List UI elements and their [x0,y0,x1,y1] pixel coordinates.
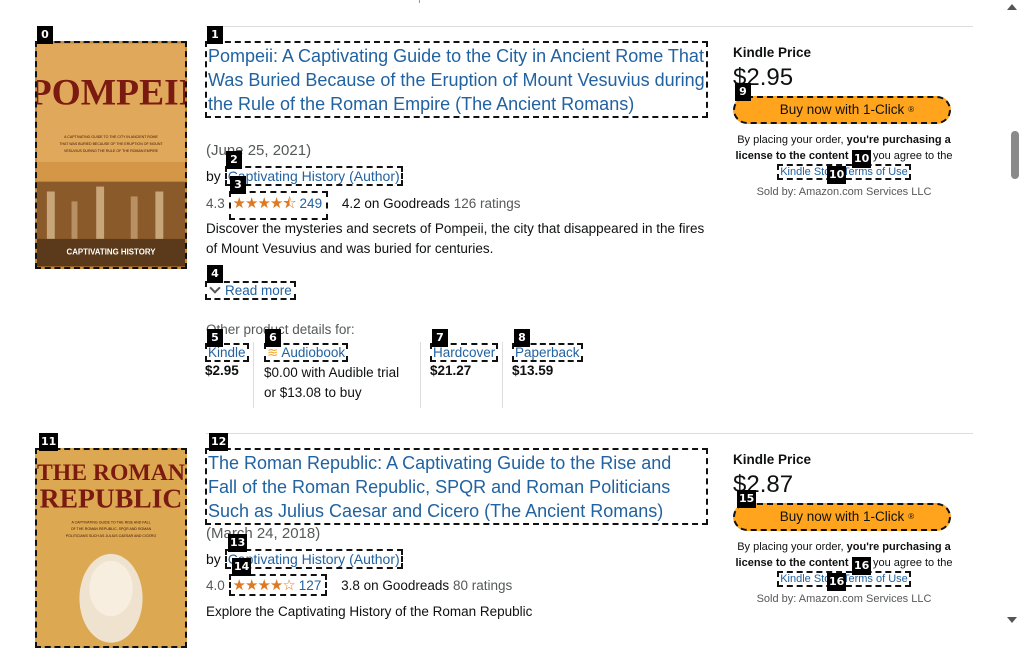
by-label: by [206,551,221,567]
format-paperback-price: $13.59 [512,363,554,378]
buy-now-1-click-button[interactable]: Buy now with 1-Click ® [733,503,951,531]
element-badge: 9 [735,83,751,101]
format-audiobook: ≋ Audiobook $0.00 with Audible trial or … [264,343,400,403]
rating-row: 4.0 ★★★★☆ 127 3.8 on Goodreads 80 ratings [206,574,512,596]
cover-title: POMPEII [37,73,185,114]
scrollbar-thumb[interactable] [1011,131,1019,179]
element-badge: 10 [852,150,872,168]
read-more-label: Read more [225,283,292,298]
svg-text:POLITICIANS SUCH AS JULIUS CAE: POLITICIANS SUCH AS JULIUS CAESAR AND CI… [66,534,157,538]
audible-icon: ≋ [267,345,279,360]
book-cover-pompeii[interactable]: POMPEII A CAPTIVATING GUIDE TO THE CITY … [35,41,187,269]
format-kindle-price: $2.95 [205,363,239,378]
scroll-down-arrow-icon[interactable] [1007,617,1017,623]
star-rating-link[interactable]: ★★★★⯪ 249 [228,191,329,220]
element-badge: 16 [827,573,847,591]
element-badge: 15 [737,490,757,508]
format-audiobook-alt-price: or $13.08 to buy [264,385,362,400]
svg-text:VESUVIUS DURING THE RULE OF TH: VESUVIUS DURING THE RULE OF THE ROMAN EM… [64,149,159,153]
format-hardcover: Hardcover $21.27 [430,343,499,378]
format-paperback-link[interactable]: Paperback [512,343,583,362]
svg-text:A CAPTIVATING GUIDE TO THE CIT: A CAPTIVATING GUIDE TO THE CITY IN ANCIE… [64,135,158,139]
book-cover-art: POMPEII A CAPTIVATING GUIDE TO THE CITY … [37,43,185,267]
element-badge: 8 [514,329,530,347]
top-divider [206,0,973,27]
element-badge: 10 [827,166,847,184]
svg-text:THAT WAS BURIED BECAUSE OF THE: THAT WAS BURIED BECAUSE OF THE ERUPTION … [59,142,163,146]
element-badge: 7 [432,329,448,347]
kindle-price: $2.95 [733,64,794,91]
search-result-roman-republic: THE ROMAN REPUBLIC A CAPTIVATING GUIDE T… [0,433,1000,648]
publication-date: (March 24, 2018) [206,525,321,542]
rating-row: 4.3 ★★★★⯪ 249 4.2 on Goodreads 126 rating… [206,191,521,220]
scroll-up-arrow-icon[interactable] [1007,4,1017,10]
byline: by Captivating History (Author) [206,166,403,186]
product-description: Explore the Captivating History of the R… [206,604,533,619]
product-title-link[interactable]: Pompeii: A Captivating Guide to the City… [205,41,708,118]
element-badge: 16 [852,557,872,575]
author-link[interactable]: Captivating History (Author) [224,549,403,569]
sold-by: Sold by: Amazon.com Services LLC [756,186,932,198]
rating-count: 127 [298,578,322,593]
search-result-pompeii: POMPEII A CAPTIVATING GUIDE TO THE CITY … [0,26,1000,426]
read-more-button[interactable]: Read more [205,281,296,300]
cover-title-line-2: REPUBLIC [40,483,183,514]
stars-icon: ★★★★⯪ [232,195,297,212]
format-audiobook-link[interactable]: ≋ Audiobook [264,343,349,362]
chevron-down-icon [209,282,221,294]
format-paperback: Paperback $13.59 [512,343,583,378]
format-kindle-link[interactable]: Kindle [205,343,249,362]
author-link[interactable]: Captivating History (Author) [224,166,403,186]
goodreads-rating: 3.8 on Goodreads 80 ratings [341,578,513,593]
svg-text:A CAPTIVATING GUIDE TO THE RIS: A CAPTIVATING GUIDE TO THE RISE AND FALL [71,520,150,524]
rating-value: 4.3 [206,196,225,211]
stars-icon: ★★★★☆ [232,577,296,594]
element-badge: 11 [39,433,59,451]
kindle-price: $2.87 [733,471,794,498]
element-badge: 0 [37,26,53,44]
element-badge: 14 [232,558,252,576]
star-rating-link[interactable]: ★★★★☆ 127 [228,574,328,596]
by-label: by [206,168,221,184]
format-hardcover-price: $21.27 [430,363,472,378]
format-audiobook-price: $0.00 with Audible trial [264,365,400,380]
purchase-box: Kindle Price $2.95 Buy now with 1-Click ®… [733,45,955,198]
kindle-price-label: Kindle Price [733,45,812,60]
result-divider [206,433,973,434]
purchase-box: Kindle Price $2.87 Buy now with 1-Click ®… [733,452,955,605]
kindle-price-label: Kindle Price [733,452,812,467]
element-badge: 1 [207,26,223,44]
order-legal-text: By placing your order, you're purchasing… [735,134,953,180]
product-title-link[interactable]: The Roman Republic: A Captivating Guide … [205,448,708,525]
element-badge: 2 [226,151,242,169]
publication-date: (June 25, 2021) [206,142,312,159]
sold-by: Sold by: Amazon.com Services LLC [756,593,932,605]
element-badge: 6 [265,329,281,347]
element-badge: 4 [207,265,223,283]
rating-value: 4.0 [206,578,225,593]
format-separator [253,342,254,408]
format-kindle: Kindle $2.95 [205,343,249,378]
element-badge: 3 [230,176,246,194]
rating-count: 249 [299,196,323,211]
book-cover-roman-republic[interactable]: THE ROMAN REPUBLIC A CAPTIVATING GUIDE T… [35,448,187,648]
buy-now-1-click-button[interactable]: Buy now with 1-Click ® [733,96,951,124]
book-cover-art: THE ROMAN REPUBLIC A CAPTIVATING GUIDE T… [37,450,185,646]
cover-title-line-1: THE ROMAN [37,460,185,486]
format-separator [420,342,421,408]
svg-text:OF THE ROMAN REPUBLIC, SPQR AN: OF THE ROMAN REPUBLIC, SPQR AND ROMAN [71,527,152,531]
order-legal-text: By placing your order, you're purchasing… [735,541,953,587]
element-badge: 13 [228,534,248,552]
product-description: Discover the mysteries and secrets of Po… [206,221,705,256]
format-hardcover-link[interactable]: Hardcover [430,343,499,362]
format-separator [502,342,503,408]
cover-publisher: CAPTIVATING HISTORY [67,248,157,257]
element-badge: 5 [207,329,223,347]
vertical-scrollbar[interactable] [1000,0,1024,629]
byline: by Captivating History (Author) [206,549,403,569]
element-badge: 12 [209,433,229,451]
goodreads-rating: 4.2 on Goodreads 126 ratings [341,196,521,211]
